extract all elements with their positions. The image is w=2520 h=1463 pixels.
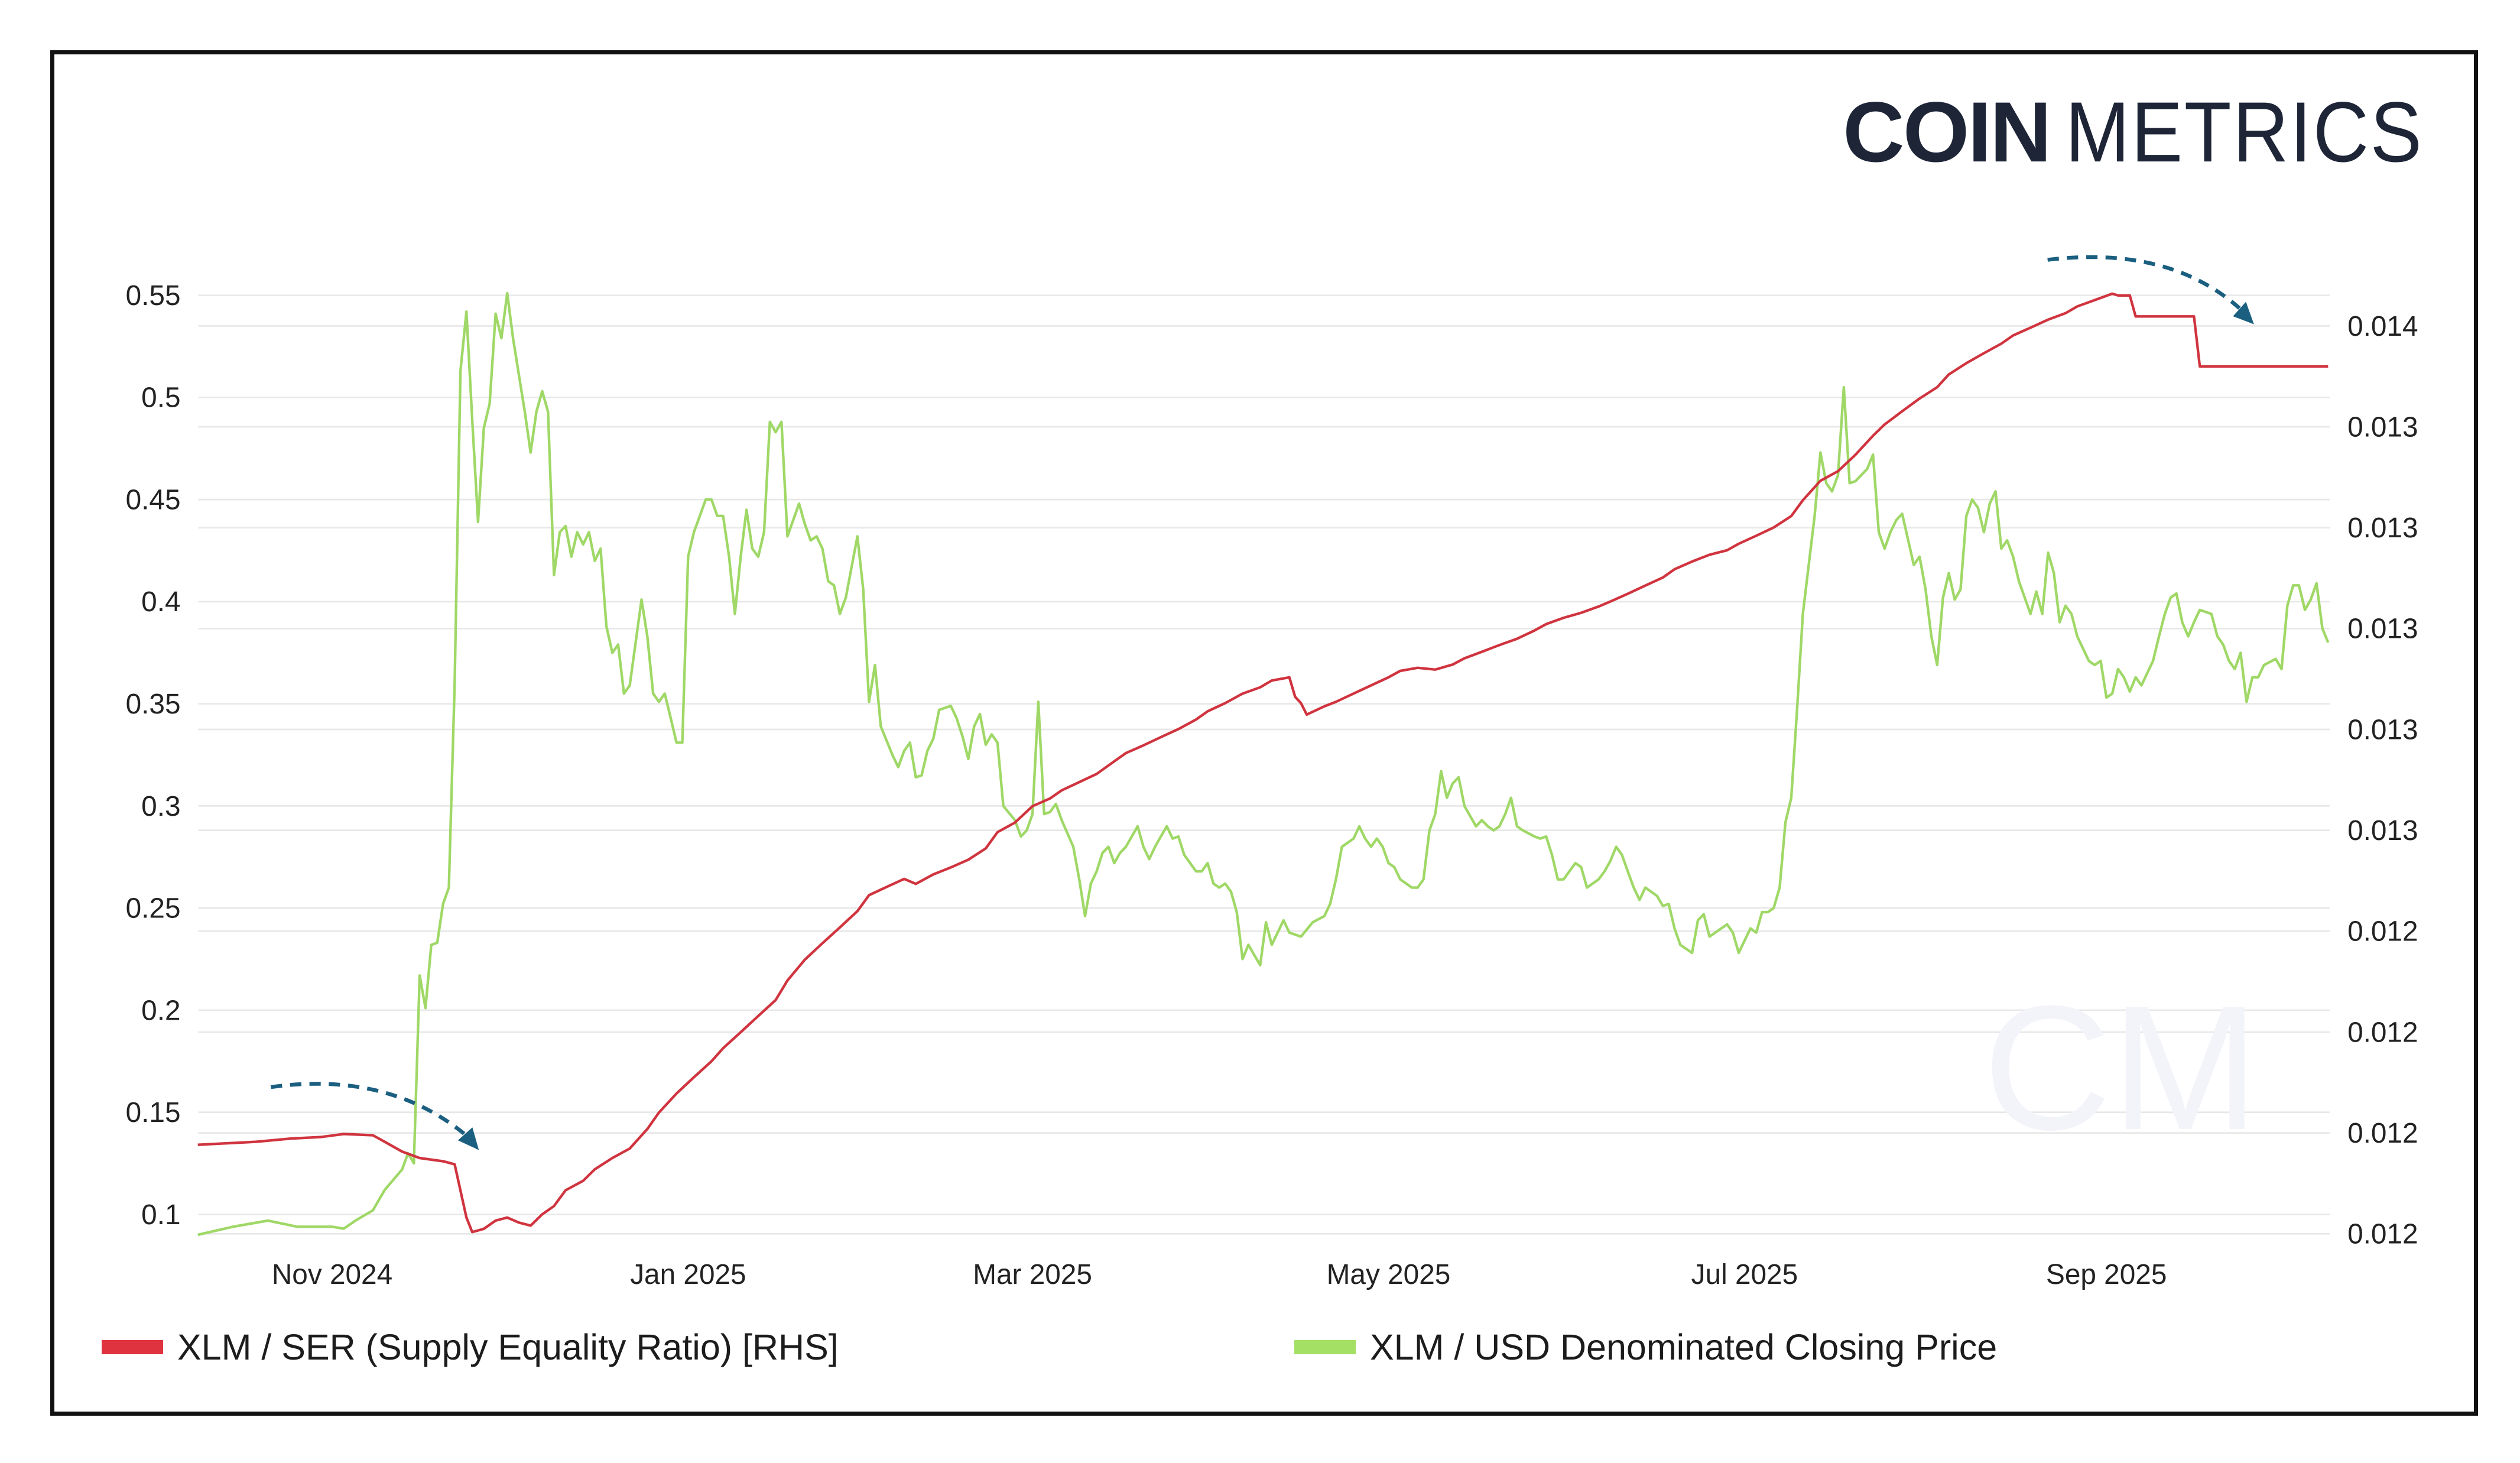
- left-tick-label: 0.3: [141, 791, 180, 822]
- left-tick-label: 0.55: [126, 280, 181, 312]
- left-tick-label: 0.25: [126, 893, 181, 924]
- left-tick-label: 0.15: [126, 1097, 181, 1128]
- right-tick-label: 0.012: [2347, 1219, 2418, 1250]
- legend-label-ser: XLM / SER (Supply Equality Ratio) [RHS]: [177, 1327, 839, 1367]
- arrowhead-left: [457, 1127, 479, 1150]
- left-tick-label: 0.45: [126, 484, 181, 515]
- left-axis: 0.55 0.5 0.45 0.4 0.35 0.3 0.25 0.2 0.15 0.1: [126, 280, 181, 1231]
- right-tick-label: 0.013: [2347, 714, 2418, 745]
- annotation-arrows: [270, 255, 2254, 1150]
- legend-swatch-ser: [102, 1340, 163, 1354]
- left-tick-label: 0.2: [141, 995, 180, 1026]
- watermark: CM: [1983, 968, 2259, 1167]
- right-tick-label: 0.013: [2347, 815, 2418, 846]
- gridlines: [198, 294, 2330, 1235]
- left-tick-label: 0.4: [141, 586, 180, 618]
- logo-metrics-text: METRICS: [2066, 84, 2424, 180]
- arrowhead-right: [2233, 301, 2254, 325]
- right-tick-label: 0.013: [2347, 411, 2418, 443]
- x-tick-label: Mar 2025: [973, 1259, 1092, 1290]
- series-lines: [197, 291, 2330, 1237]
- right-axis: 0.014 0.013 0.013 0.013 0.013 0.013 0.012 0.012…: [2347, 311, 2418, 1250]
- annotation-arrow-right: [2047, 255, 2241, 310]
- series-line-price: [197, 291, 2330, 1237]
- left-tick-label: 0.35: [126, 689, 181, 720]
- legend-label-price: XLM / USD Denominated Closing Price: [1370, 1327, 1998, 1367]
- x-tick-label: Nov 2024: [272, 1259, 392, 1290]
- right-tick-label: 0.012: [2347, 916, 2418, 948]
- logo-coin-text: COIN: [1843, 84, 2050, 180]
- right-tick-label: 0.012: [2347, 1118, 2418, 1149]
- annotation-arrow-left: [270, 1082, 466, 1136]
- legend-item-price: XLM / USD Denominated Closing Price: [1294, 1326, 1997, 1368]
- chart-frame: [50, 50, 2478, 1416]
- logo: COIN METRICS: [1843, 84, 2424, 180]
- x-tick-label: May 2025: [1327, 1259, 1451, 1290]
- right-tick-label: 0.012: [2347, 1017, 2418, 1048]
- x-tick-label: Jan 2025: [630, 1259, 746, 1290]
- x-tick-label: Sep 2025: [2046, 1259, 2167, 1290]
- x-axis: Nov 2024 Jan 2025 Mar 2025 May 2025 Jul 2025…: [272, 1259, 2167, 1290]
- right-tick-label: 0.013: [2347, 614, 2418, 645]
- x-tick-label: Jul 2025: [1691, 1259, 1798, 1290]
- right-tick-label: 0.013: [2347, 512, 2418, 544]
- series-line-ser: [197, 292, 2329, 1234]
- legend-item-ser: XLM / SER (Supply Equality Ratio) [RHS]: [102, 1326, 839, 1368]
- legend-swatch-price: [1294, 1340, 1356, 1354]
- left-tick-label: 0.5: [141, 382, 180, 414]
- left-tick-label: 0.1: [141, 1199, 180, 1231]
- right-tick-label: 0.014: [2347, 311, 2418, 342]
